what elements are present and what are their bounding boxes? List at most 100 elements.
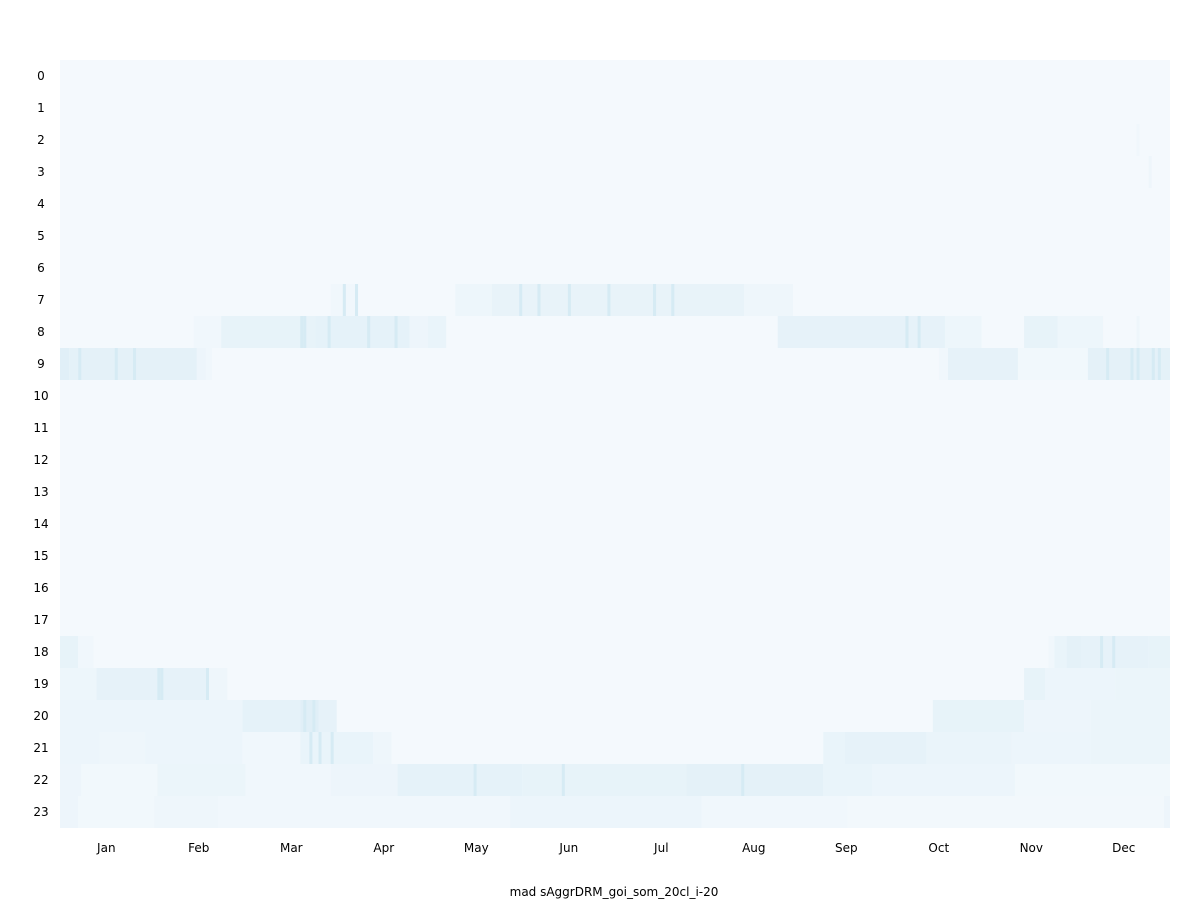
heatmap-cell (1115, 668, 1170, 700)
heatmap-cell-highlight (567, 284, 571, 316)
y-tick-label: 16 (33, 581, 48, 595)
heatmap-cell-highlight (1112, 636, 1116, 668)
y-tick-label: 2 (37, 133, 45, 147)
y-tick-label: 9 (37, 357, 45, 371)
y-tick-label: 10 (33, 389, 48, 403)
heatmap-cell (318, 700, 337, 732)
heatmap-cell-highlight (1151, 348, 1155, 380)
heatmap-cell-highlight (671, 284, 675, 316)
heatmap-cell (60, 796, 79, 828)
x-axis-label: mad sAggrDRM_goi_som_20cl_i-20 (510, 885, 719, 899)
heatmap-cell-highlight (1136, 348, 1140, 380)
heatmap-cell (221, 316, 316, 348)
x-tick-label: Jan (96, 841, 116, 855)
heatmap-cell-highlight (1100, 636, 1104, 668)
heatmap-cell (522, 764, 687, 796)
heatmap-cell (1024, 700, 1091, 732)
x-tick-label: Dec (1112, 841, 1135, 855)
x-tick-label: Jul (653, 841, 668, 855)
heatmap-cell-highlight (561, 764, 565, 796)
y-tick-label: 18 (33, 645, 48, 659)
heatmap-cell (81, 764, 158, 796)
heatmap-cell (926, 732, 1012, 764)
heatmap-cell (823, 764, 872, 796)
heatmap-cell (1024, 668, 1046, 700)
y-tick-label: 12 (33, 453, 48, 467)
heatmap-cell (218, 796, 511, 828)
heatmap-cell-highlight (1130, 348, 1134, 380)
heatmap-cell-highlight (537, 284, 541, 316)
y-tick-label: 4 (37, 197, 45, 211)
heatmap-cell-highlight (312, 700, 316, 732)
heatmap-cell (510, 796, 702, 828)
heatmap-cell-highlight (309, 732, 313, 764)
y-tick-label: 21 (33, 741, 48, 755)
heatmap-cell (932, 700, 1025, 732)
heatmap-cell-highlight (1157, 348, 1161, 380)
y-tick-label: 17 (33, 613, 48, 627)
y-tick-label: 0 (37, 69, 45, 83)
heatmap-cell-highlight (160, 668, 164, 700)
heatmap-cell-highlight (394, 316, 398, 348)
x-tick-label: Nov (1020, 841, 1043, 855)
heatmap-cell (1048, 636, 1055, 668)
x-tick-label: Feb (188, 841, 209, 855)
heatmap-cell (397, 764, 523, 796)
heatmap-cell (455, 284, 492, 316)
heatmap-cell (823, 732, 845, 764)
heatmap-cell (938, 348, 948, 380)
heatmap-cell (1163, 796, 1170, 828)
heatmap-cell (1057, 316, 1104, 348)
heatmap-cell (245, 764, 331, 796)
heatmap-cell-highlight (114, 348, 118, 380)
heatmap-cell-highlight (303, 700, 307, 732)
heatmap-cell (1148, 636, 1170, 668)
heatmap-cell (300, 700, 319, 732)
y-tick-label: 22 (33, 773, 48, 787)
y-tick-label: 14 (33, 517, 48, 531)
heatmap-cell (1045, 668, 1116, 700)
heatmap-cell (491, 284, 745, 316)
heatmap-cell-highlight (303, 316, 307, 348)
heatmap-cell-highlight (354, 284, 359, 316)
heatmap-cell-highlight (330, 732, 334, 764)
heatmap-cell (69, 348, 197, 380)
heatmap-cell (1136, 316, 1140, 348)
y-tick-label: 19 (33, 677, 48, 691)
x-tick-label: Sep (835, 841, 858, 855)
heatmap-cell (1090, 700, 1170, 732)
heatmap-cell-highlight (473, 764, 477, 796)
heatmap-cell (847, 796, 1164, 828)
heatmap-cell (1090, 732, 1170, 764)
y-tick-label: 8 (37, 325, 45, 339)
x-tick-label: May (464, 841, 489, 855)
x-axis-tick-labels: Jan Feb Mar Apr May Jun Jul Aug Sep Oct Nov Dec (96, 841, 1135, 855)
x-tick-label: Jun (558, 841, 578, 855)
heatmap-cell-highlight (519, 284, 523, 316)
heatmap-cell (205, 348, 213, 380)
y-tick-label: 6 (37, 261, 45, 275)
heatmap-cell (871, 764, 1015, 796)
heatmap-cell-highlight (905, 316, 909, 348)
heatmap-cell-highlight (653, 284, 657, 316)
heatmap-cell (1017, 348, 1088, 380)
heatmap-cell-highlight (205, 668, 210, 700)
heatmap-cell (78, 636, 94, 668)
heatmap-cell-highlight (318, 732, 322, 764)
heatmap-cells (60, 124, 1170, 828)
y-tick-label: 15 (33, 549, 48, 563)
heatmap-cell (300, 732, 374, 764)
heatmap-cell (60, 700, 243, 732)
heatmap-cell (60, 764, 82, 796)
heatmap-cell (60, 668, 97, 700)
heatmap-cell (196, 348, 206, 380)
heatmap-cell (96, 668, 206, 700)
heatmap-cell (1066, 636, 1082, 668)
heatmap-cell (844, 732, 927, 764)
y-tick-label: 1 (37, 101, 45, 115)
heatmap-cell (99, 732, 146, 764)
heatmap-cell (944, 316, 982, 348)
heatmap-cell (1011, 732, 1091, 764)
heatmap-cell-highlight (157, 668, 161, 700)
